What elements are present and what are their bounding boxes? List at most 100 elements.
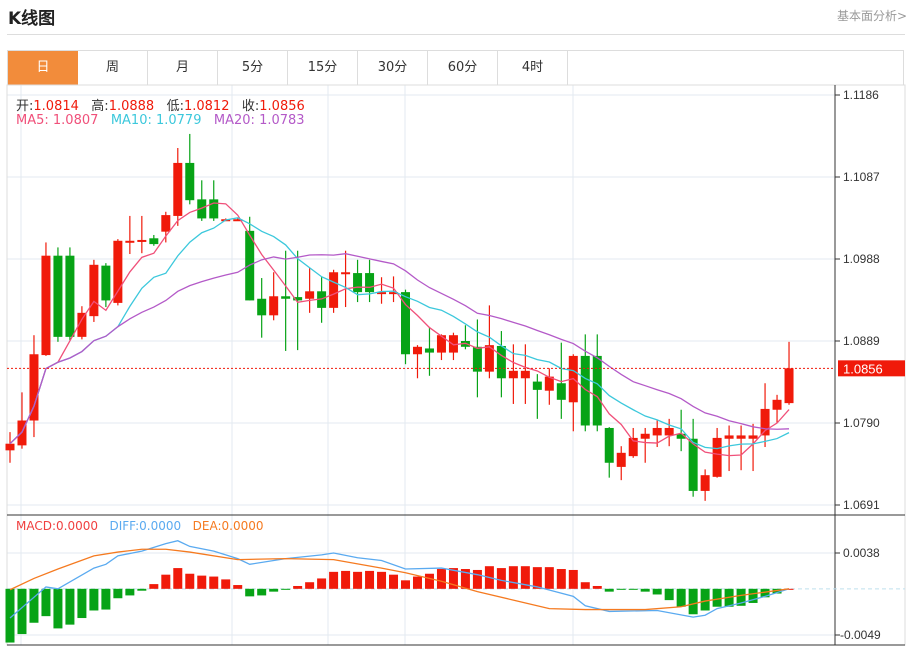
candle bbox=[41, 242, 51, 356]
macd-bar bbox=[448, 568, 458, 589]
diff-value: 0.0000 bbox=[139, 519, 182, 533]
ma5-value: 1.0807 bbox=[52, 113, 99, 128]
candle bbox=[161, 211, 171, 243]
candle bbox=[772, 394, 782, 423]
ma-info: MA5: 1.0807 MA10: 1.0779 MA20: 1.0783 bbox=[16, 113, 305, 128]
macd-bar bbox=[772, 588, 782, 594]
candle bbox=[604, 427, 614, 478]
macd-bar bbox=[185, 573, 195, 589]
macd-bar bbox=[544, 567, 554, 589]
open-value: 1.0814 bbox=[33, 99, 79, 114]
tab-day[interactable]: 日 bbox=[8, 51, 78, 85]
candle bbox=[365, 259, 375, 303]
period-tabs: 日 周 月 5分 15分 30分 60分 4时 bbox=[7, 50, 904, 85]
tab-5min[interactable]: 5分 bbox=[218, 51, 288, 85]
candle bbox=[460, 325, 470, 350]
ohlc-info: 开:1.0814 高:1.0888 低:1.0812 收:1.0856 bbox=[16, 95, 305, 114]
candle-body bbox=[688, 438, 698, 491]
candle bbox=[125, 215, 135, 255]
candle-body bbox=[41, 255, 51, 356]
candle-body bbox=[616, 452, 626, 467]
macd-bar bbox=[269, 588, 279, 592]
ma10-label: MA10: bbox=[110, 113, 152, 128]
price-axis-label: 1.1087 bbox=[843, 170, 880, 184]
macd-bar bbox=[664, 588, 674, 601]
candle-body bbox=[424, 348, 434, 353]
tab-15min[interactable]: 15分 bbox=[288, 51, 358, 85]
page-title: K线图 bbox=[8, 9, 56, 29]
last-price-badge bbox=[838, 360, 905, 377]
macd-bar bbox=[640, 588, 650, 592]
macd-bar bbox=[424, 573, 434, 589]
candle bbox=[185, 133, 195, 205]
candle-body bbox=[712, 437, 722, 477]
macd-bar bbox=[604, 588, 614, 592]
macd-bar bbox=[245, 588, 255, 597]
candle-body bbox=[293, 297, 303, 301]
macd-bar bbox=[712, 588, 722, 607]
tab-30min[interactable]: 30分 bbox=[358, 51, 428, 85]
open-label: 开: bbox=[16, 99, 34, 114]
macd-bar bbox=[532, 567, 542, 589]
candle-body bbox=[305, 291, 315, 299]
macd-bar bbox=[496, 568, 506, 589]
candle-body bbox=[125, 240, 135, 243]
tab-4hour[interactable]: 4时 bbox=[498, 51, 568, 85]
candle-body bbox=[508, 370, 518, 379]
macd-bar bbox=[281, 588, 291, 590]
ma10-value: 1.0779 bbox=[155, 113, 202, 128]
candle bbox=[209, 180, 219, 221]
candle-body bbox=[29, 354, 39, 421]
candle bbox=[149, 234, 159, 246]
macd-bar bbox=[365, 570, 375, 589]
fundamental-analysis-link[interactable]: 基本面分析> bbox=[836, 9, 907, 23]
candle-body bbox=[412, 346, 422, 355]
tab-week[interactable]: 周 bbox=[78, 51, 148, 85]
high-value: 1.0888 bbox=[108, 99, 155, 114]
candle-body bbox=[700, 475, 710, 491]
macd-bar bbox=[101, 588, 111, 610]
macd-bar bbox=[412, 576, 422, 589]
macd-bar bbox=[305, 582, 315, 589]
candle-body bbox=[484, 345, 494, 372]
candle-body bbox=[664, 427, 674, 436]
candle-body bbox=[580, 355, 590, 426]
candle-body bbox=[676, 433, 686, 439]
ma5-line bbox=[9, 202, 790, 457]
price-axis-label: 1.0691 bbox=[843, 498, 880, 512]
tab-month[interactable]: 月 bbox=[148, 51, 218, 85]
macd-bar bbox=[77, 588, 87, 619]
macd-bar bbox=[197, 575, 207, 589]
macd-label: MACD: bbox=[16, 519, 57, 533]
candle bbox=[676, 409, 686, 452]
macd-bar bbox=[460, 569, 470, 589]
candle bbox=[77, 306, 87, 340]
candle-body bbox=[377, 292, 387, 295]
candle bbox=[305, 268, 315, 313]
macd-bar bbox=[341, 570, 351, 589]
macd-bar bbox=[580, 582, 590, 589]
macd-bar bbox=[125, 588, 135, 596]
candle bbox=[748, 423, 758, 472]
candle-body bbox=[652, 427, 662, 436]
candle-body bbox=[65, 255, 75, 337]
price-axis-label: 1.1186 bbox=[843, 88, 879, 102]
candle bbox=[317, 277, 327, 323]
low-label: 低: bbox=[166, 99, 184, 114]
tab-60min[interactable]: 60分 bbox=[428, 51, 498, 85]
macd-bar bbox=[520, 566, 530, 589]
candle-body bbox=[724, 435, 734, 439]
macd-bar bbox=[65, 588, 75, 625]
macd-bar bbox=[329, 571, 339, 589]
candle-body bbox=[233, 219, 243, 222]
ma5-label: MA5: bbox=[16, 113, 49, 128]
macd-bar bbox=[401, 580, 411, 589]
macd-bar bbox=[257, 588, 267, 596]
macd-bar bbox=[736, 588, 746, 606]
candle bbox=[341, 250, 351, 308]
candle bbox=[688, 418, 698, 497]
candle bbox=[424, 326, 434, 376]
macd-bar bbox=[161, 574, 171, 589]
candle-body bbox=[5, 443, 15, 451]
